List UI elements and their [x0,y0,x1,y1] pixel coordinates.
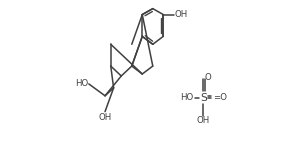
Text: =O: =O [214,93,227,102]
Text: S: S [200,93,207,103]
Text: OH: OH [99,113,112,122]
Text: HO: HO [180,93,193,102]
Text: HO: HO [75,79,88,88]
Text: OH: OH [174,10,188,19]
Text: O: O [204,73,211,82]
Text: OH: OH [197,116,210,125]
